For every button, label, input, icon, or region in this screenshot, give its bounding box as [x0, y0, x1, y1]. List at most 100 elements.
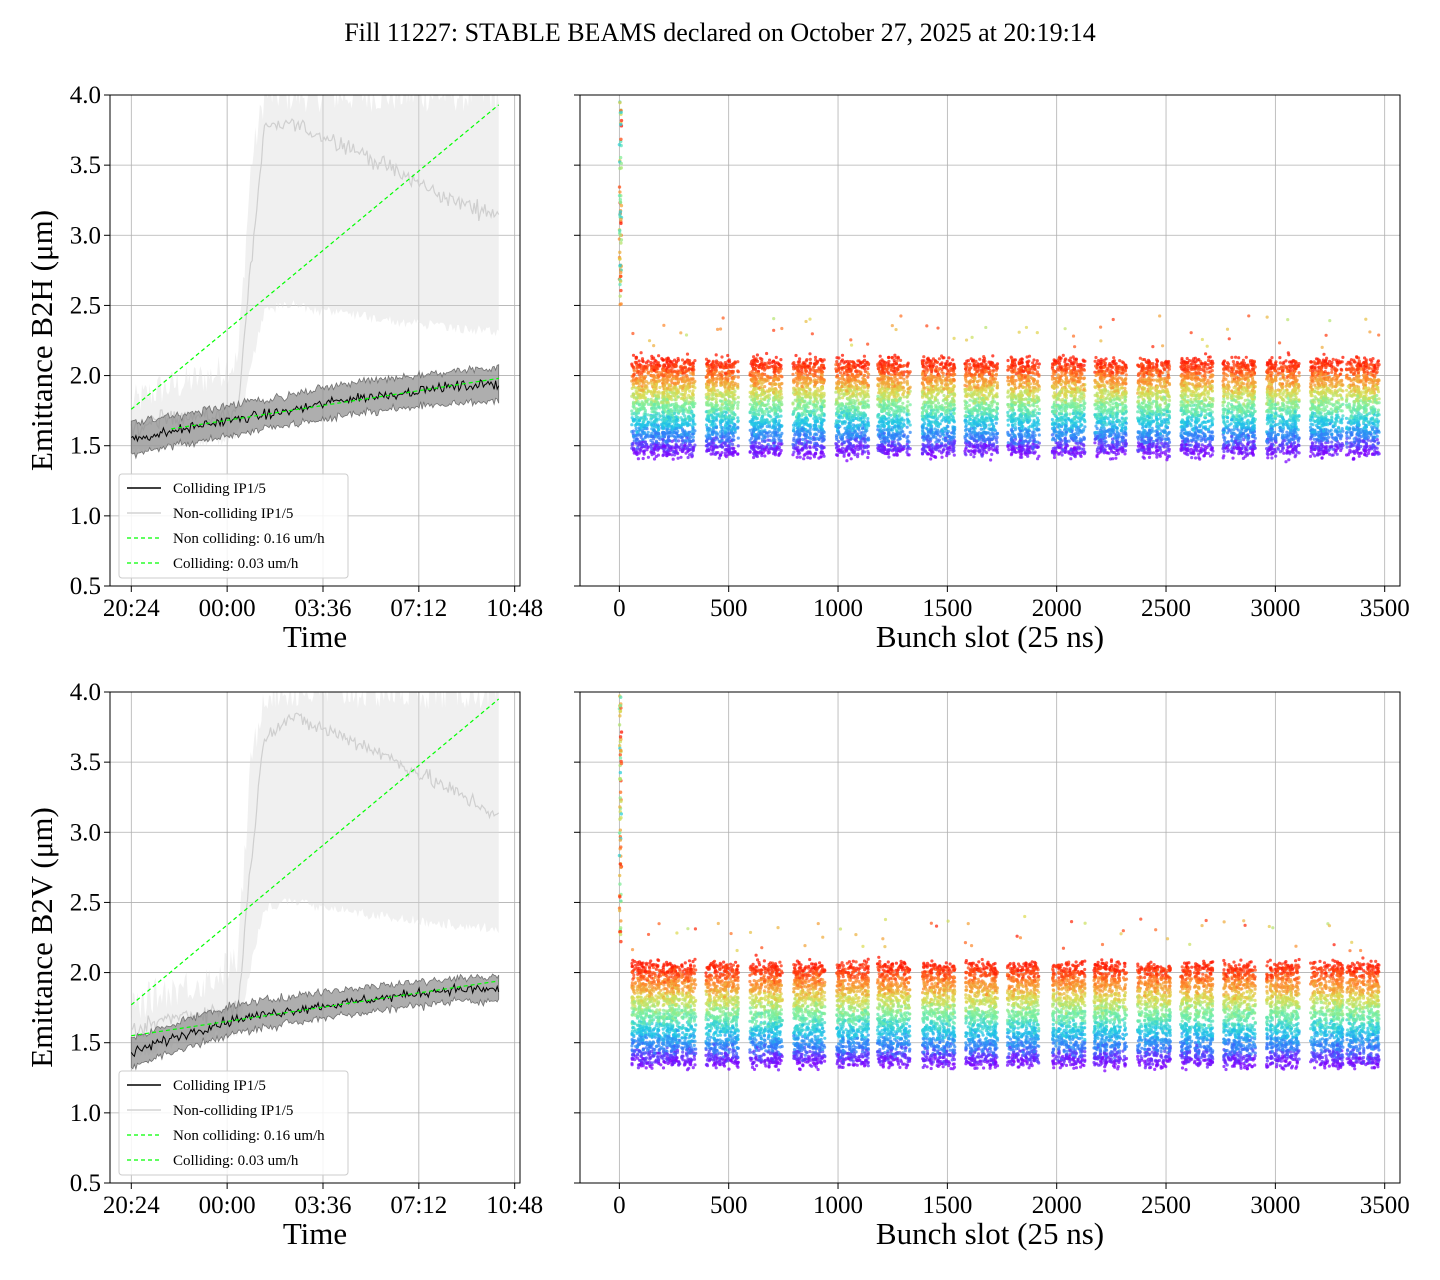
data-point [733, 450, 737, 454]
data-point [639, 374, 643, 379]
data-point [760, 452, 764, 456]
data-point [645, 442, 649, 447]
data-point [849, 343, 854, 347]
data-point [866, 444, 871, 448]
data-point [879, 397, 884, 401]
data-point [719, 361, 723, 365]
data-point [812, 374, 816, 378]
data-point [723, 451, 728, 455]
data-point [680, 358, 685, 362]
data-point [840, 358, 845, 362]
data-point [636, 433, 640, 437]
data-point [848, 411, 852, 415]
data-point [820, 395, 824, 399]
data-point [678, 424, 682, 428]
data-point [684, 333, 689, 337]
data-point [635, 365, 639, 369]
data-point [840, 442, 844, 446]
scatter-points [617, 100, 1381, 464]
data-point [863, 395, 867, 399]
data-point [761, 393, 765, 397]
data-point [897, 364, 901, 368]
data-point [763, 385, 767, 389]
data-point [710, 414, 714, 418]
data-point [685, 436, 689, 440]
data-point [772, 435, 776, 439]
data-point [751, 403, 755, 407]
data-point [893, 432, 897, 436]
data-point [657, 379, 661, 383]
data-point [736, 444, 740, 448]
data-point [652, 378, 656, 382]
data-point [802, 457, 806, 461]
data-point [889, 406, 893, 410]
data-point [898, 447, 902, 451]
data-point [639, 442, 643, 446]
data-point [646, 381, 651, 385]
data-point [683, 371, 687, 375]
data-point [856, 426, 861, 430]
data-point [688, 406, 692, 410]
data-point [858, 392, 862, 396]
data-point [849, 457, 853, 461]
data-point [761, 403, 765, 407]
data-point [634, 356, 638, 361]
data-point [723, 441, 727, 446]
data-point [901, 385, 905, 389]
data-point [808, 381, 812, 385]
data-point [635, 437, 639, 441]
data-point [682, 379, 686, 383]
data-point [804, 413, 808, 417]
data-point [813, 419, 817, 423]
data-point [631, 402, 636, 406]
data-point [731, 438, 735, 442]
data-point [686, 378, 690, 382]
data-point [754, 363, 758, 367]
data-point [897, 442, 901, 446]
data-point [636, 369, 640, 373]
data-point [718, 444, 722, 448]
data-point [772, 417, 776, 421]
data-point [847, 441, 851, 445]
noncolliding-band [131, 95, 499, 456]
data-point [649, 414, 653, 419]
data-point [779, 442, 783, 446]
data-point [631, 353, 636, 357]
data-point [687, 444, 691, 448]
data-point [896, 422, 900, 426]
data-point [867, 395, 871, 399]
data-point [736, 395, 740, 399]
data-point [778, 369, 782, 373]
data-point [908, 403, 912, 407]
data-point [866, 367, 870, 371]
data-point [768, 420, 772, 424]
data-point [880, 409, 884, 413]
data-point [752, 375, 757, 379]
data-point [901, 424, 905, 428]
data-point [678, 406, 682, 410]
data-point [905, 425, 909, 429]
data-point [752, 432, 757, 436]
data-point [652, 402, 656, 406]
data-point [840, 384, 844, 389]
data-point [723, 361, 727, 365]
data-point [768, 410, 772, 414]
y-tick-label: 2.0 [70, 363, 101, 390]
data-point [777, 362, 781, 366]
data-point [849, 401, 853, 405]
data-point [808, 424, 812, 428]
data-point [686, 455, 690, 460]
data-point [840, 373, 844, 377]
data-point [842, 361, 846, 365]
data-point [893, 424, 897, 428]
data-point [754, 417, 759, 421]
data-point [854, 408, 858, 412]
data-point [774, 382, 778, 386]
data-point [906, 390, 910, 394]
data-point [718, 453, 723, 457]
data-point [794, 353, 798, 358]
data-point [906, 434, 910, 438]
data-point [736, 384, 740, 388]
data-point [819, 358, 823, 362]
data-point [856, 452, 860, 456]
